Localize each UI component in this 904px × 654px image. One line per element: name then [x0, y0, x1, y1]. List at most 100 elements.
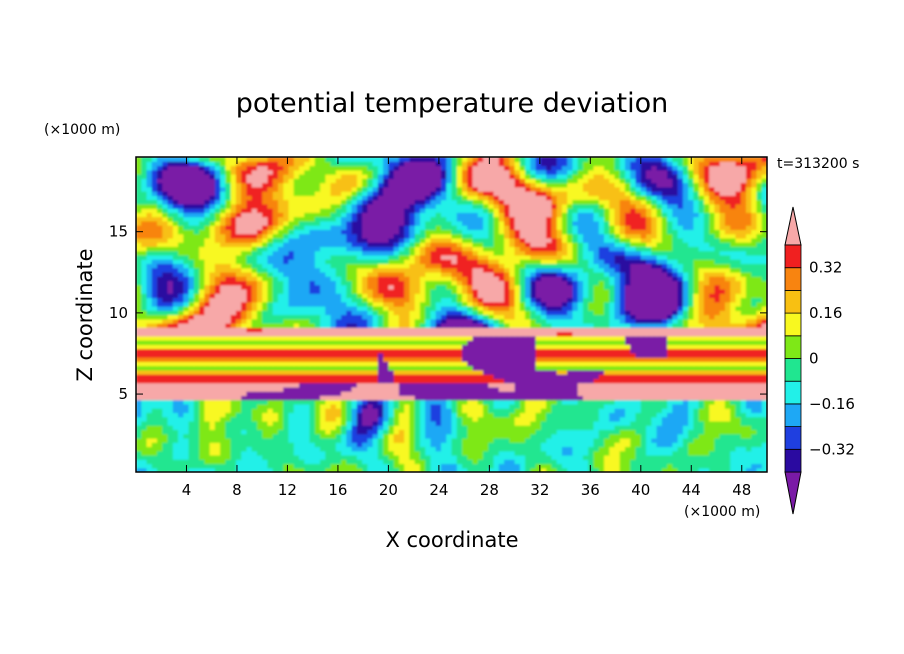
heatmap-cell — [525, 382, 531, 388]
heatmap-cell — [299, 340, 305, 345]
heatmap-cell — [199, 297, 205, 303]
heatmap-cell — [519, 297, 526, 303]
heatmap-cell — [735, 314, 742, 320]
heatmap-cell — [588, 425, 595, 431]
heatmap-cell — [193, 374, 200, 379]
heatmap-cell — [435, 420, 442, 426]
heatmap-cell — [246, 467, 253, 472]
heatmap-cell — [582, 378, 589, 384]
heatmap-cell — [472, 301, 479, 307]
heatmap-cell — [446, 429, 453, 435]
heatmap-cell — [693, 416, 700, 422]
heatmap-cell — [698, 301, 705, 307]
heatmap-cell — [314, 340, 321, 345]
heatmap-cell — [335, 369, 342, 375]
heatmap-cell — [277, 463, 284, 469]
heatmap-cell — [241, 310, 248, 316]
heatmap-cell — [398, 450, 405, 456]
heatmap-cell — [183, 301, 190, 307]
heatmap-cell — [630, 450, 637, 456]
heatmap-cell — [425, 450, 432, 456]
heatmap-cell — [193, 467, 200, 472]
heatmap-cell — [456, 335, 463, 341]
heatmap-cell — [419, 352, 426, 358]
heatmap-cell — [309, 408, 316, 414]
heatmap-cell — [509, 327, 516, 333]
heatmap-cell — [293, 335, 300, 341]
heatmap-cell — [267, 399, 274, 405]
heatmap-cell — [614, 352, 621, 358]
heatmap-cell — [356, 446, 363, 452]
heatmap-cell — [709, 357, 716, 362]
heatmap-cell — [456, 361, 463, 367]
heatmap-cell — [661, 323, 668, 328]
heatmap-cell — [488, 437, 495, 443]
heatmap-cell — [509, 293, 516, 299]
heatmap-cell — [162, 318, 169, 324]
heatmap-cell — [214, 442, 221, 448]
heatmap-cell — [488, 293, 495, 299]
heatmap-cell — [724, 314, 731, 320]
heatmap-cell — [241, 301, 248, 307]
heatmap-cell — [698, 297, 705, 303]
heatmap-cell — [277, 467, 284, 472]
heatmap-cell — [430, 429, 437, 435]
heatmap-cell — [272, 323, 279, 328]
heatmap-cell — [603, 348, 610, 354]
heatmap-cell — [756, 425, 763, 431]
heatmap-cell — [293, 420, 300, 426]
heatmap-cell — [472, 403, 479, 409]
heatmap-cell — [682, 365, 689, 371]
heatmap-cell — [267, 310, 274, 316]
heatmap-cell — [383, 335, 389, 341]
heatmap-cell — [724, 382, 731, 388]
heatmap-cell — [193, 357, 200, 362]
heatmap-cell — [756, 429, 763, 435]
heatmap-cell — [383, 403, 389, 409]
heatmap-cell — [157, 408, 163, 414]
heatmap-cell — [698, 357, 705, 362]
heatmap-cell — [751, 382, 758, 388]
heatmap-cell — [283, 348, 290, 354]
heatmap-cell — [519, 314, 526, 320]
heatmap-cell — [377, 429, 384, 435]
heatmap-cell — [377, 382, 384, 388]
heatmap-cell — [477, 399, 484, 405]
heatmap-cell — [225, 467, 232, 472]
heatmap-cell — [425, 403, 432, 409]
heatmap-cell — [593, 425, 600, 431]
heatmap-cell — [498, 323, 505, 328]
heatmap-cell — [230, 331, 237, 337]
heatmap-cell — [572, 391, 579, 396]
heatmap-cell — [262, 403, 269, 409]
heatmap-cell — [430, 395, 437, 401]
heatmap-cell — [498, 420, 505, 426]
heatmap-cell — [677, 412, 684, 418]
heatmap-cell — [667, 412, 673, 418]
heatmap-cell — [272, 395, 279, 401]
heatmap-cell — [540, 399, 547, 405]
heatmap-cell — [351, 378, 358, 384]
heatmap-cell — [230, 301, 237, 307]
heatmap-cell — [419, 420, 426, 426]
heatmap-cell — [388, 463, 395, 469]
heatmap-cell — [740, 301, 747, 307]
heatmap-cell — [698, 433, 705, 439]
heatmap-cell — [141, 352, 148, 358]
heatmap-cell — [351, 412, 358, 418]
heatmap-cell — [330, 361, 337, 367]
heatmap-cell — [567, 408, 574, 414]
heatmap-cell — [283, 344, 290, 350]
heatmap-cell — [435, 395, 442, 401]
heatmap-cell — [577, 437, 584, 443]
heatmap-cell — [619, 374, 626, 379]
heatmap-cell — [656, 310, 663, 316]
heatmap-cell — [677, 331, 684, 337]
heatmap-cell — [603, 425, 610, 431]
heatmap-cell — [677, 399, 684, 405]
heatmap-cell — [178, 454, 184, 460]
heatmap-cell — [598, 327, 605, 333]
heatmap-cell — [320, 446, 326, 452]
heatmap-cell — [740, 297, 747, 303]
heatmap-cell — [651, 348, 658, 354]
